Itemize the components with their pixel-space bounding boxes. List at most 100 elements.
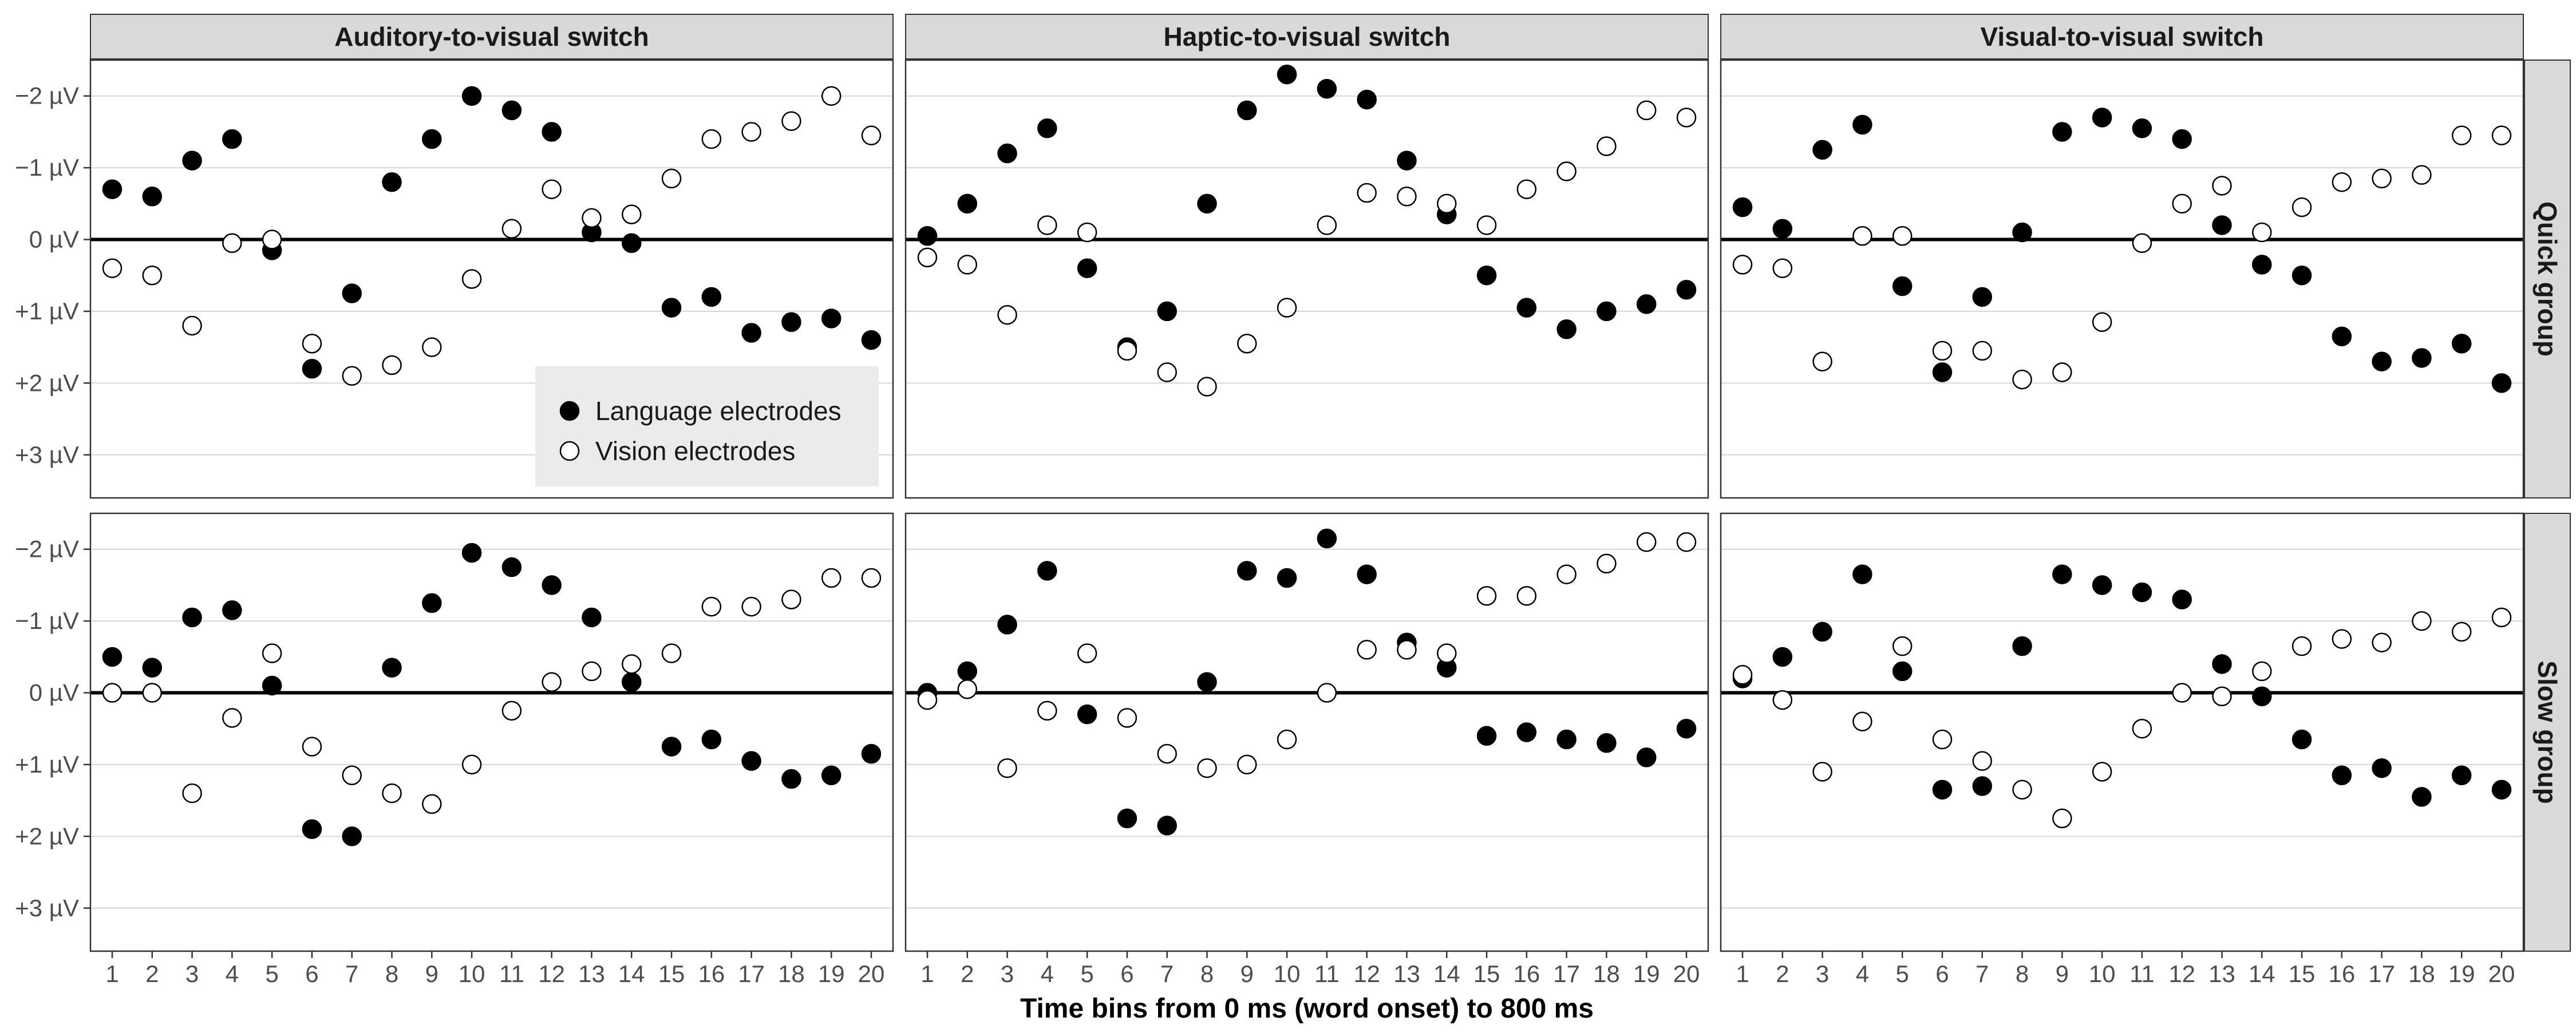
- data-point-vision: [1812, 351, 1832, 371]
- data-point-vision: [2252, 661, 2272, 682]
- data-point-vision: [2491, 125, 2512, 145]
- data-point-vision: [2092, 312, 2112, 332]
- panel-background: [906, 513, 1708, 951]
- data-point-vision: [1892, 636, 1913, 656]
- data-point-vision: [1516, 179, 1537, 199]
- x-tick-label: 9: [2056, 960, 2069, 987]
- data-point-language: [2212, 215, 2232, 235]
- x-tick-label: 12: [538, 960, 565, 987]
- data-point-vision: [382, 355, 402, 375]
- data-point-vision: [2252, 222, 2272, 243]
- data-point-vision: [2291, 197, 2312, 217]
- data-point-language: [542, 122, 562, 142]
- x-tick-label: 15: [2289, 960, 2316, 987]
- data-point-language: [861, 330, 882, 350]
- data-point-language: [701, 287, 722, 307]
- data-point-vision: [2012, 779, 2032, 800]
- data-point-language: [1556, 729, 1577, 750]
- data-point-language: [661, 737, 682, 757]
- data-point-vision: [1812, 762, 1832, 782]
- x-tick-label: 10: [1274, 960, 1301, 987]
- data-point-language: [1676, 718, 1697, 739]
- x-tick-label: 16: [2328, 960, 2355, 987]
- data-point-vision: [302, 737, 322, 757]
- data-point-vision: [1516, 585, 1537, 606]
- x-tick-label: 10: [2089, 960, 2116, 987]
- data-point-vision: [957, 255, 978, 275]
- panel-border: [1720, 59, 2524, 499]
- facet-strip-column-label: Haptic-to-visual switch: [1164, 22, 1451, 52]
- data-point-vision: [1852, 711, 1872, 731]
- y-tick-label: +1 µV: [15, 298, 79, 324]
- data-point-vision: [1892, 226, 1913, 246]
- data-point-vision: [102, 258, 123, 278]
- data-point-language: [2412, 348, 2432, 368]
- x-axis-title: Time bins from 0 ms (word onset) to 800 …: [1020, 994, 1594, 1024]
- panel-background: [906, 60, 1708, 498]
- data-point-vision: [957, 679, 978, 699]
- data-point-vision: [1037, 215, 1057, 235]
- data-point-vision: [1932, 729, 1953, 750]
- data-point-language: [622, 233, 642, 254]
- x-tick-label: 6: [1120, 960, 1133, 987]
- data-point-vision: [302, 334, 322, 354]
- facet-strip-column-label: Auditory-to-visual switch: [334, 22, 649, 52]
- data-point-vision: [1277, 729, 1297, 750]
- data-point-vision: [2212, 176, 2232, 196]
- data-point-vision: [2332, 172, 2352, 192]
- x-tick-label: 19: [818, 960, 845, 987]
- data-point-language: [701, 729, 722, 750]
- data-point-language: [2451, 334, 2472, 354]
- data-point-language: [917, 226, 938, 246]
- x-tick-label: 19: [1633, 960, 1660, 987]
- data-point-vision: [1397, 640, 1417, 660]
- data-point-vision: [1237, 754, 1257, 775]
- y-tick-label: +3 µV: [15, 441, 79, 468]
- facet-strip-row: [2524, 60, 2571, 498]
- data-point-language: [1476, 265, 1497, 286]
- data-point-language: [422, 593, 442, 614]
- y-tick-label: −2 µV: [15, 536, 79, 563]
- data-point-language: [821, 765, 841, 785]
- x-tick-label: 5: [265, 960, 278, 987]
- data-point-vision: [1357, 183, 1377, 203]
- data-point-vision: [461, 754, 482, 775]
- data-point-language: [1732, 197, 1753, 217]
- data-point-vision: [622, 204, 642, 224]
- facet-strip-row: [2524, 513, 2571, 952]
- y-tick-label: +3 µV: [15, 895, 79, 921]
- data-point-language: [1476, 726, 1497, 746]
- data-point-language: [302, 359, 322, 379]
- x-tick-label: 1: [105, 960, 118, 987]
- data-point-language: [142, 187, 163, 207]
- x-tick-label: 11: [1314, 960, 1340, 987]
- data-point-vision: [2372, 168, 2392, 189]
- data-point-language: [957, 193, 978, 214]
- data-point-vision: [142, 683, 163, 703]
- data-point-language: [2172, 589, 2192, 609]
- panel-border: [904, 512, 1709, 952]
- data-point-language: [2132, 118, 2152, 138]
- data-point-language: [2491, 373, 2512, 393]
- data-point-vision: [382, 783, 402, 804]
- data-point-language: [997, 143, 1017, 164]
- data-point-vision: [781, 589, 801, 609]
- y-tick-label: +2 µV: [15, 369, 79, 396]
- x-tick-label: 6: [1935, 960, 1949, 987]
- data-point-language: [342, 283, 362, 303]
- data-point-vision: [461, 269, 482, 289]
- data-point-language: [2451, 765, 2472, 785]
- data-point-language: [1556, 319, 1577, 339]
- data-point-language: [2092, 108, 2112, 128]
- data-point-language: [1972, 776, 1992, 796]
- data-point-language: [222, 129, 242, 149]
- data-point-vision: [1476, 585, 1497, 606]
- data-point-language: [622, 672, 642, 692]
- data-point-vision: [2412, 165, 2432, 185]
- data-point-language: [1277, 568, 1297, 588]
- data-point-language: [1157, 301, 1177, 322]
- data-point-vision: [1317, 215, 1337, 235]
- y-tick-label: −1 µV: [15, 154, 79, 181]
- data-point-vision: [1636, 100, 1657, 121]
